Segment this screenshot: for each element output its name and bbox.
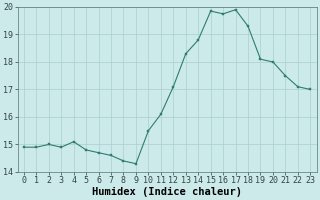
X-axis label: Humidex (Indice chaleur): Humidex (Indice chaleur) — [92, 186, 242, 197]
